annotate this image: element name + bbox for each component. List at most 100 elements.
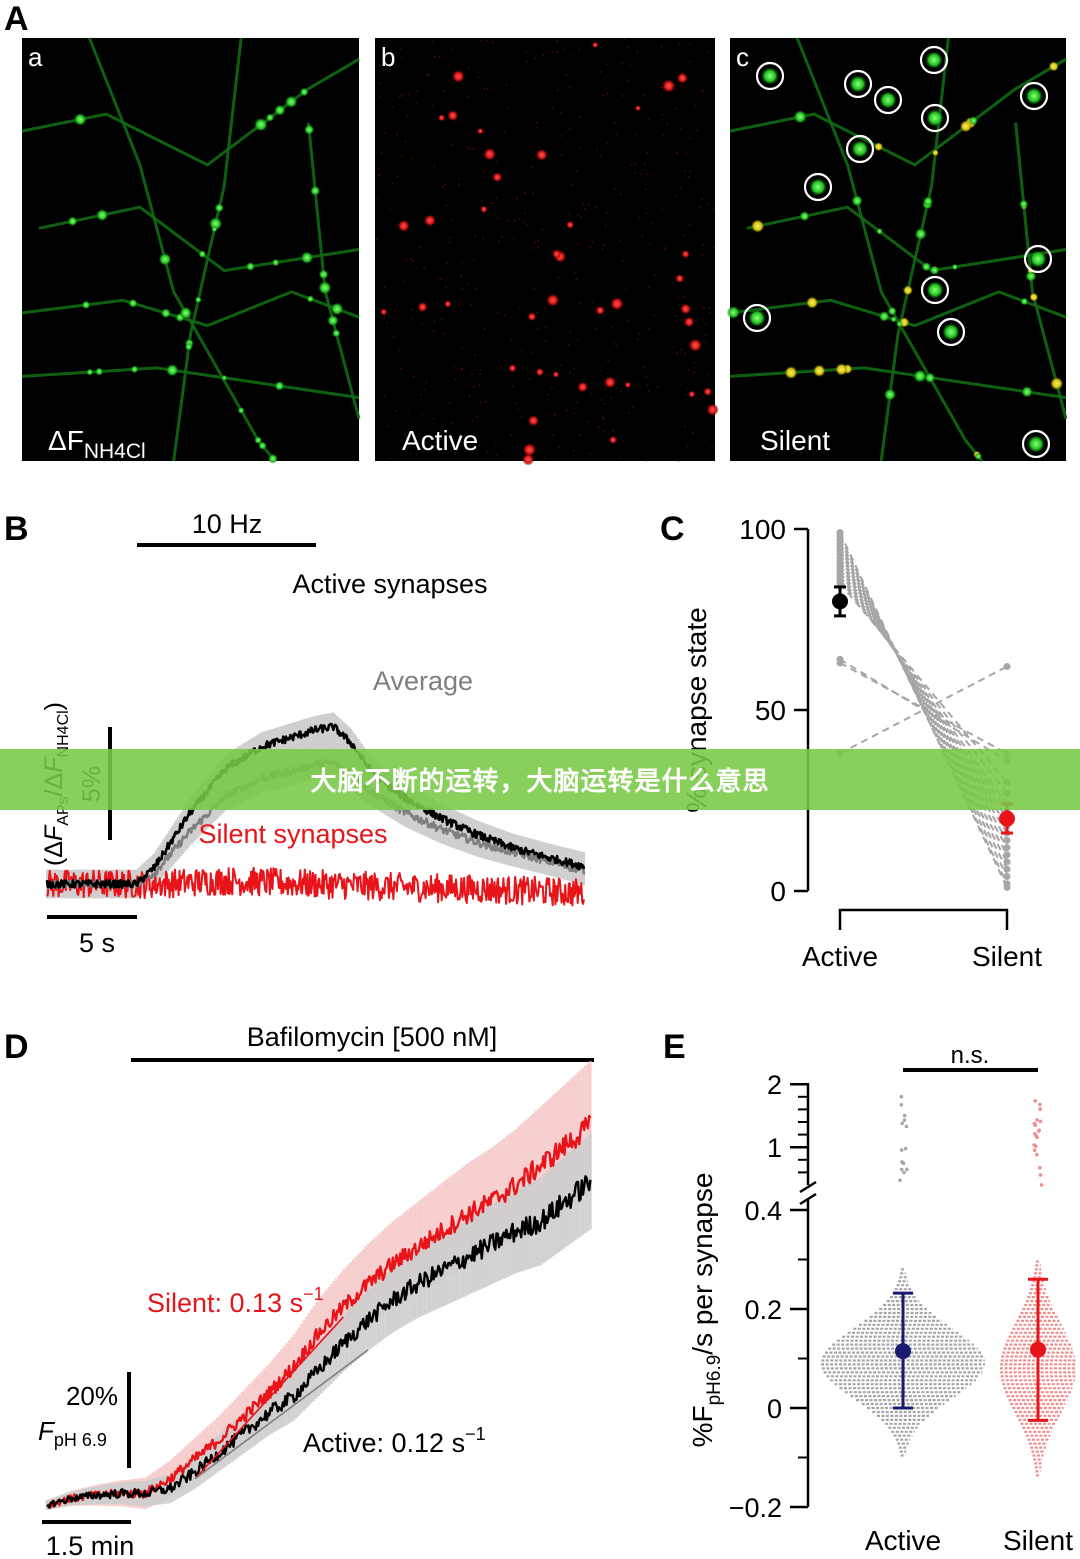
noise-pixel-166	[557, 51, 559, 53]
noise-pixel-309	[542, 54, 544, 57]
noise-pixel-163	[497, 312, 499, 314]
noise-pixel-232	[471, 419, 474, 422]
bouton-19	[577, 381, 589, 393]
noise-pixel-169	[498, 240, 500, 243]
noise-pixel-184	[432, 41, 434, 43]
bouton-18	[268, 453, 278, 464]
noise-pixel-131	[642, 366, 645, 369]
noise-pixel-204	[501, 236, 503, 238]
silent-synapse-marker-7	[803, 172, 833, 202]
noise-pixel-183	[423, 388, 425, 391]
noise-pixel-63	[676, 152, 678, 154]
noise-pixel-298	[696, 129, 698, 132]
noise-pixel-371	[473, 354, 476, 356]
noise-pixel-1	[379, 308, 382, 311]
noise-pixel-188	[450, 219, 453, 222]
panel-label-C: C	[660, 510, 685, 548]
noise-pixel-66	[706, 51, 709, 54]
bouton-29	[211, 226, 218, 233]
noise-pixel-363	[661, 208, 664, 211]
noise-pixel-276	[405, 260, 407, 262]
noise-pixel-32	[551, 387, 553, 389]
noise-pixel-147	[379, 95, 381, 97]
noise-pixel-3	[648, 328, 651, 330]
noise-pixel-17	[645, 459, 647, 462]
banner-overlay: 大脑不断的运转，大脑运转是什么意思	[0, 749, 1080, 810]
noise-pixel-170	[423, 267, 426, 270]
e-outlier-active-13	[902, 1170, 906, 1175]
silent-bouton-2	[879, 91, 897, 109]
noise-pixel-307	[678, 42, 680, 45]
noise-pixel-356	[433, 165, 435, 167]
bouton-38	[318, 269, 329, 280]
noise-pixel-175	[507, 220, 509, 222]
noise-pixel-347	[379, 82, 382, 84]
silent-synapse-marker-5	[920, 103, 950, 133]
bouton-33	[130, 365, 139, 374]
noise-pixel-308	[375, 238, 378, 241]
noise-pixel-294	[644, 162, 646, 165]
noise-pixel-67	[516, 197, 518, 200]
noise-pixel-72	[602, 416, 605, 419]
noise-pixel-217	[684, 170, 686, 172]
noise-pixel-79	[623, 440, 625, 442]
noise-pixel-16	[615, 387, 618, 389]
bouton-32	[508, 364, 517, 373]
bouton-21	[492, 172, 503, 183]
noise-pixel-317	[539, 146, 541, 149]
noise-pixel-306	[607, 360, 609, 362]
noise-pixel-203	[505, 84, 508, 86]
bouton-10	[951, 263, 959, 271]
noise-pixel-192	[612, 430, 614, 432]
noise-pixel-353	[664, 248, 666, 250]
noise-pixel-348	[535, 127, 538, 129]
e-outlier-active-7	[899, 1148, 904, 1152]
e-ytick-label-lower-1: 0	[767, 1394, 782, 1424]
noise-pixel-0	[683, 295, 685, 298]
noise-pixel-334	[433, 330, 435, 332]
noise-pixel-144	[539, 425, 542, 427]
panel-label-D: D	[4, 1028, 29, 1066]
noise-pixel-343	[603, 314, 605, 317]
bouton-33	[552, 371, 560, 378]
noise-pixel-49	[478, 384, 481, 386]
noise-pixel-345	[551, 51, 553, 54]
micrograph-b-caption: Active	[402, 425, 478, 456]
noise-pixel-4	[471, 373, 473, 375]
bouton-7	[552, 249, 562, 259]
bouton-36	[680, 303, 692, 315]
c-point-silent-7	[1003, 836, 1011, 844]
noise-pixel-344	[628, 412, 630, 414]
noise-pixel-20	[461, 261, 463, 263]
bouton-18	[608, 435, 618, 444]
noise-pixel-78	[473, 385, 475, 388]
e-outlier-silent-15	[1038, 1107, 1042, 1111]
noise-pixel-22	[603, 244, 605, 246]
panel-e-chart: −0.2 0 0.2 0.4 1 2 %FpH6.9/s per synapse n.s.…	[687, 1042, 1076, 1556]
noise-pixel-5	[713, 246, 715, 248]
noise-pixel-367	[534, 57, 537, 60]
noise-pixel-180	[474, 235, 476, 238]
noise-pixel-290	[558, 446, 560, 449]
noise-pixel-255	[689, 43, 691, 45]
noise-pixel-340	[391, 183, 394, 185]
silent-synapse-marker-1	[843, 69, 873, 99]
bouton-39	[1050, 376, 1064, 391]
c-category-silent: Silent	[972, 941, 1042, 972]
series-label-active: Active synapses	[292, 569, 487, 599]
noise-pixel-103	[389, 457, 392, 459]
noise-pixel-60	[575, 170, 578, 172]
bouton-1	[661, 79, 676, 93]
noise-pixel-231	[449, 402, 451, 404]
noise-pixel-155	[401, 57, 403, 59]
noise-pixel-226	[425, 381, 427, 383]
noise-pixel-185	[631, 164, 633, 166]
c-pair-line-17	[839, 665, 1008, 755]
noise-pixel-297	[625, 289, 627, 291]
noise-pixel-359	[399, 48, 402, 50]
noise-pixel-9	[404, 433, 406, 435]
bouton-22	[179, 306, 193, 320]
noise-pixel-236	[634, 163, 637, 165]
noise-pixel-318	[545, 326, 547, 329]
e-outlier-silent-5	[1035, 1152, 1039, 1157]
